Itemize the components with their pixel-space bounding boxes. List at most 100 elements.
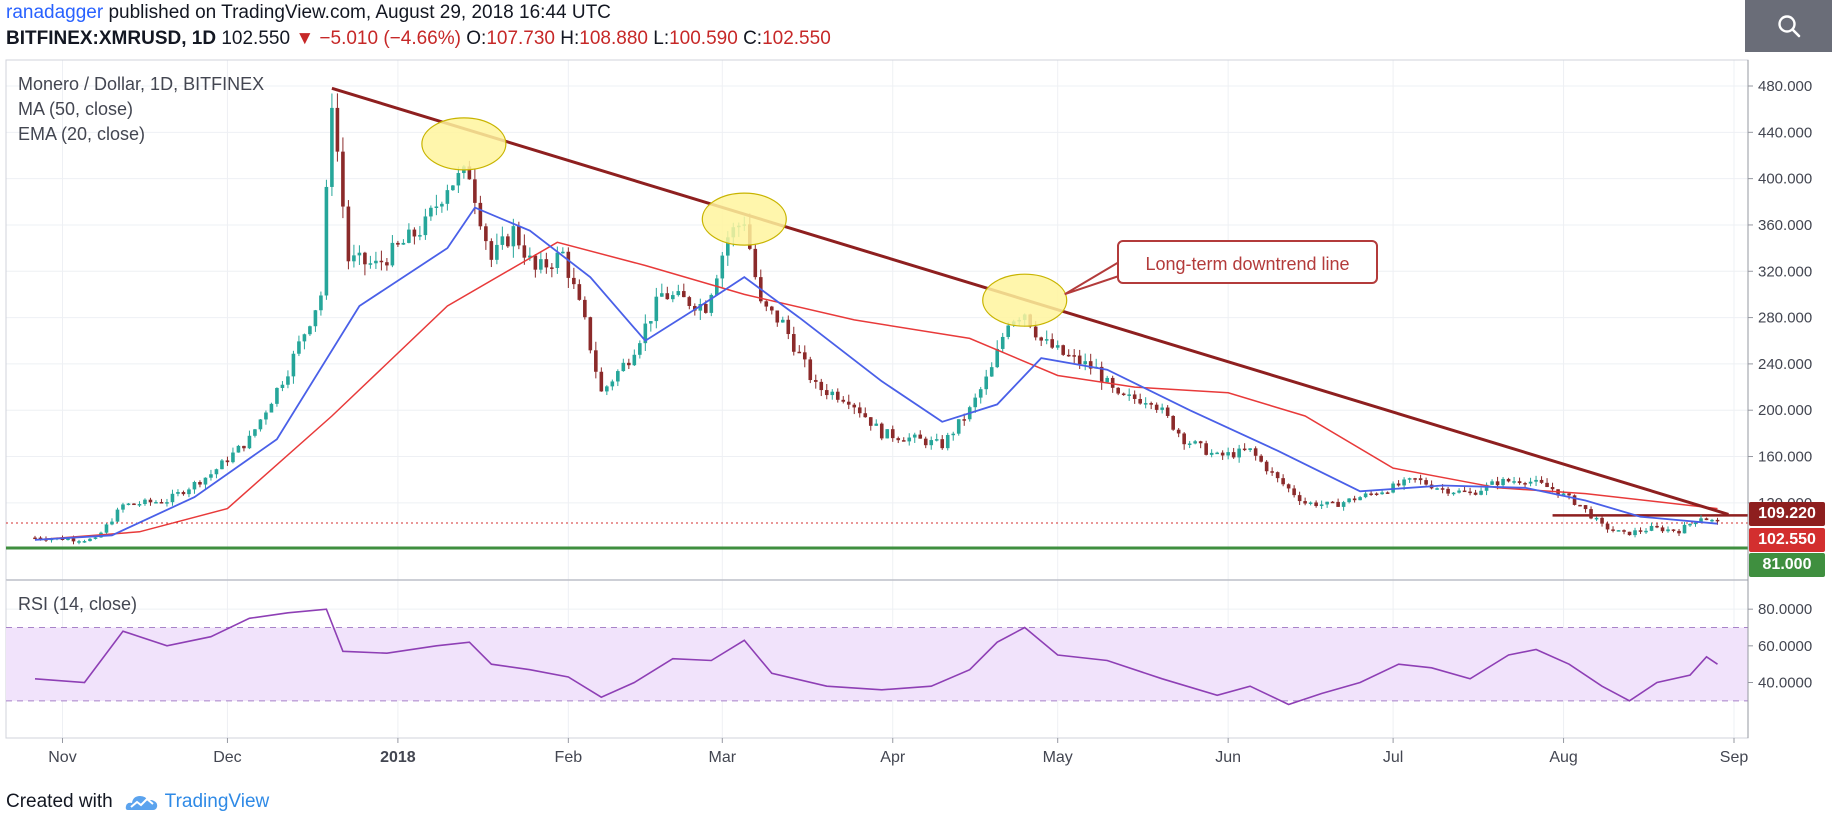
time-tick-label: Dec xyxy=(213,749,241,766)
candle-down xyxy=(38,537,43,540)
candle-down xyxy=(753,248,758,278)
candle-down xyxy=(896,438,901,441)
candle-up xyxy=(451,185,455,191)
price-tick-label: 360.000 xyxy=(1758,217,1812,234)
price-axis[interactable]: 480.000 440.000 400.000 360.000 320.000 280.0… xyxy=(1747,60,1812,738)
candle-up xyxy=(456,173,461,186)
candle-up xyxy=(1380,492,1384,495)
candle-up xyxy=(1083,361,1087,365)
candle-up xyxy=(1699,518,1703,523)
ma50-line xyxy=(34,241,1718,541)
candle-down xyxy=(225,460,230,463)
price-tick-label: 280.000 xyxy=(1758,310,1812,327)
candle-up xyxy=(192,482,197,490)
support-price-label: 81.000 xyxy=(1749,553,1825,577)
open-value: 107.730 xyxy=(486,28,555,49)
candle-down xyxy=(1660,527,1665,532)
candle-down xyxy=(1572,495,1577,505)
candle-up xyxy=(1105,377,1109,383)
rsi-band xyxy=(6,627,1748,701)
candle-up xyxy=(286,376,290,385)
candle-up xyxy=(605,386,609,392)
candle-up xyxy=(1649,525,1654,531)
candle-down xyxy=(1066,354,1071,357)
candle-up xyxy=(632,354,637,366)
candle-up xyxy=(82,541,87,543)
candle-down xyxy=(385,262,389,266)
candle-up xyxy=(187,489,191,495)
tradingview-link[interactable]: TradingView xyxy=(125,791,269,813)
candle-down xyxy=(148,499,153,503)
candle-up xyxy=(291,353,296,377)
candle-down xyxy=(841,399,846,402)
candle-up xyxy=(649,321,653,324)
candle-down xyxy=(1253,448,1258,456)
candle-down xyxy=(682,291,686,298)
candle-down xyxy=(335,107,340,152)
candle-up xyxy=(1451,492,1456,495)
high-label: H: xyxy=(560,28,580,49)
author-link[interactable]: ranadagger xyxy=(6,2,104,23)
peak-highlights xyxy=(421,117,1068,327)
candle-down xyxy=(159,502,164,504)
candle-down xyxy=(786,319,791,335)
candle-down xyxy=(1033,326,1038,338)
search-icon xyxy=(1777,15,1800,38)
candle-up xyxy=(643,323,648,344)
candle-down xyxy=(396,242,400,245)
peak-highlight-ellipse xyxy=(982,273,1068,327)
candle-down xyxy=(1418,478,1423,481)
candle-down xyxy=(1231,452,1236,458)
time-axis[interactable]: Nov Dec 2018 Feb Mar Apr May Jun Jul Aug Sep xyxy=(48,738,1748,766)
candle-down xyxy=(1352,498,1357,501)
candle-up xyxy=(1248,448,1252,451)
candle-up xyxy=(610,381,615,387)
candle-down xyxy=(467,166,472,180)
candle-up xyxy=(77,541,81,543)
candle-up xyxy=(247,435,252,449)
price-tick-label: 200.000 xyxy=(1758,402,1812,419)
candle-up xyxy=(258,419,263,430)
candle-down xyxy=(1303,501,1307,504)
candle-up xyxy=(989,367,994,377)
publish-info: ranadagger published on TradingView.com,… xyxy=(6,2,611,24)
candle-down xyxy=(1165,407,1170,416)
candle-down xyxy=(1506,478,1511,482)
candle-down xyxy=(484,226,488,242)
candle-up xyxy=(698,304,703,311)
candle-down xyxy=(1495,481,1500,486)
price-tick-label: 320.000 xyxy=(1758,263,1812,280)
candle-up xyxy=(539,259,543,270)
candle-down xyxy=(835,391,840,400)
candle-up xyxy=(374,260,378,264)
candle-up xyxy=(253,429,257,436)
candle-up xyxy=(407,229,411,243)
candle-up xyxy=(528,255,532,258)
close-label: C: xyxy=(743,28,763,49)
candle-down xyxy=(764,301,769,307)
candle-down xyxy=(1374,493,1379,495)
candle-down xyxy=(1286,484,1291,489)
candle-up xyxy=(1490,481,1494,485)
candle-down xyxy=(857,407,862,414)
candle-up xyxy=(121,504,125,510)
candle-down xyxy=(594,350,598,372)
rsi-legend: RSI (14, close) xyxy=(18,594,138,614)
candle-up xyxy=(1000,336,1005,349)
candle-up xyxy=(616,371,620,382)
candle-up xyxy=(638,343,642,355)
candle-up xyxy=(313,310,318,327)
candle-up xyxy=(830,391,835,396)
candle-down xyxy=(890,429,895,439)
candle-down xyxy=(1275,472,1280,479)
search-button[interactable] xyxy=(1745,0,1832,52)
candle-up xyxy=(511,226,516,247)
candle-up xyxy=(104,524,109,533)
candle-up xyxy=(1055,345,1060,348)
candle-down xyxy=(1121,393,1126,396)
candle-down xyxy=(819,381,824,391)
candle-up xyxy=(725,237,730,256)
candle-down xyxy=(1149,403,1153,405)
candle-down xyxy=(1039,337,1044,341)
candle-up xyxy=(1347,498,1351,503)
